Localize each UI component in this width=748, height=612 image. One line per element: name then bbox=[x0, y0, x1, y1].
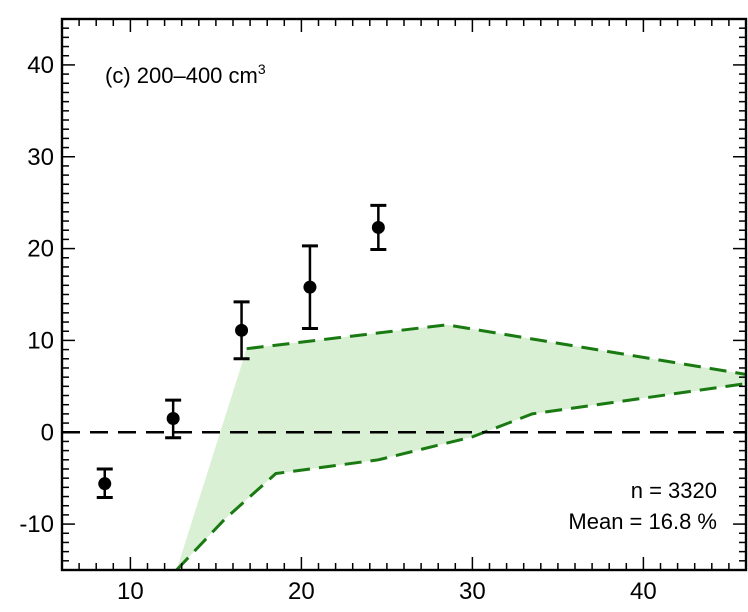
plot-frame bbox=[60, 17, 748, 572]
y-tick-label: 40 bbox=[27, 52, 54, 79]
y-tick-label: 30 bbox=[27, 144, 54, 171]
marker bbox=[303, 280, 317, 294]
panel-label-main: (c) 200–400 cm bbox=[105, 63, 258, 88]
points-layer bbox=[96, 203, 387, 499]
band-upper-line bbox=[246, 323, 746, 376]
mean-annotation: Mean = 16.8 % bbox=[568, 509, 717, 534]
data-point-5 bbox=[370, 203, 387, 252]
marker bbox=[166, 411, 180, 425]
n-annotation: n = 3320 bbox=[631, 478, 717, 503]
x-tick-label: 10 bbox=[117, 578, 144, 605]
data-point-2 bbox=[165, 398, 182, 440]
x-tick-label: 40 bbox=[630, 578, 657, 605]
band-layer bbox=[175, 323, 746, 570]
x-tick-label: 20 bbox=[288, 578, 315, 605]
tick-labels-layer: 10 20 30 40 -10 0 10 20 30 40 bbox=[19, 52, 656, 605]
marker bbox=[371, 220, 385, 234]
band-area bbox=[176, 324, 746, 570]
y-tick-label: 20 bbox=[27, 236, 54, 263]
band-lower-line bbox=[175, 382, 746, 570]
panel-label: (c) 200–400 cm3 bbox=[105, 61, 266, 88]
marker bbox=[235, 323, 249, 337]
panel-label-superscript: 3 bbox=[258, 61, 266, 77]
y-tick-label: 0 bbox=[41, 419, 54, 446]
y-tick-label: -10 bbox=[19, 511, 54, 538]
y-tick-label: 10 bbox=[27, 327, 54, 354]
data-point-4 bbox=[301, 244, 318, 330]
x-tick-label: 30 bbox=[459, 578, 486, 605]
marker bbox=[98, 477, 112, 491]
data-point-3 bbox=[233, 300, 250, 361]
data-point-1 bbox=[96, 467, 113, 499]
